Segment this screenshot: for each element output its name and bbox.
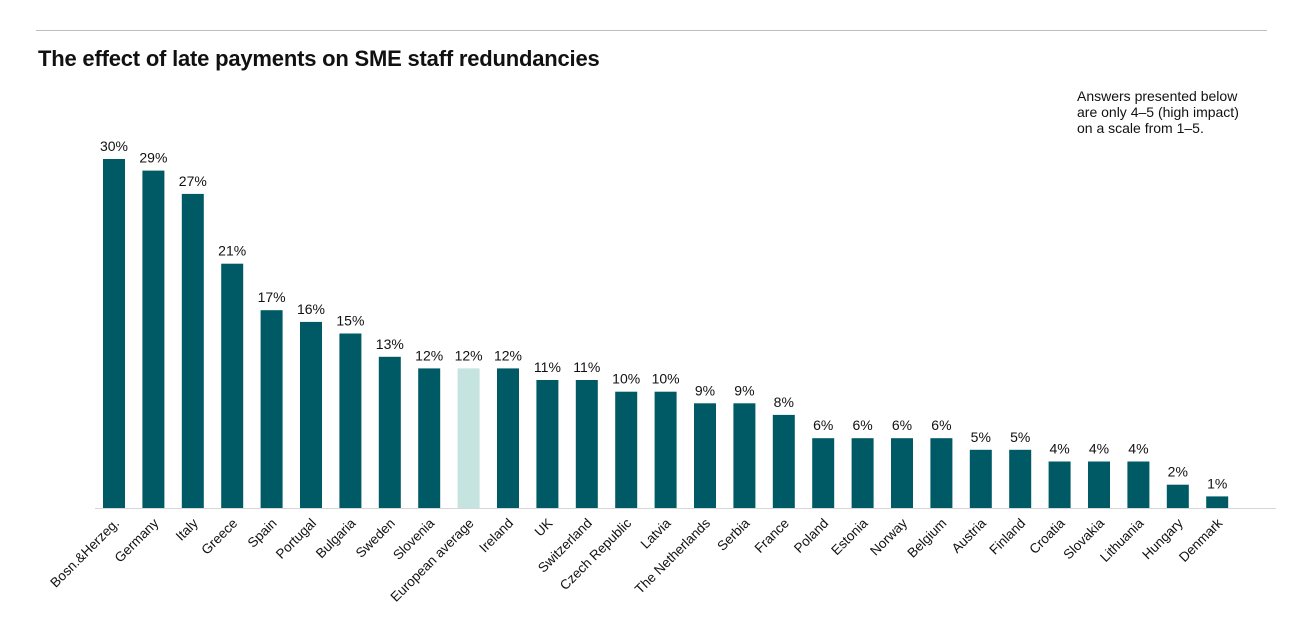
chart-note-line-1: Answers presented below (1077, 88, 1238, 104)
bar-croatia (1048, 461, 1071, 508)
bar-lithuania (1127, 461, 1150, 508)
bar-hungary (1166, 484, 1189, 508)
category-label: Bosn.&Herzeg. (47, 516, 122, 591)
data-label: 13% (376, 336, 404, 352)
category-label: Austria (949, 515, 990, 556)
category-label: Norway (867, 515, 910, 558)
bar-denmark (1206, 496, 1229, 508)
data-label: 30% (100, 138, 128, 154)
category-label: Portugal (273, 516, 319, 562)
data-label: 17% (258, 289, 286, 305)
category-label: Ireland (476, 516, 516, 556)
data-label: 9% (734, 382, 754, 398)
bar-portugal (300, 321, 322, 508)
bar-serbia (733, 403, 756, 508)
data-label: 12% (415, 347, 443, 363)
data-label: 11% (573, 359, 600, 375)
data-label: 12% (455, 347, 483, 363)
data-label: 12% (494, 347, 522, 363)
category-label: Germany (112, 515, 162, 565)
bar-bulgaria (339, 333, 362, 508)
chart-title: The effect of late payments on SME staff… (38, 46, 600, 71)
data-label: 4% (1089, 441, 1109, 457)
data-label: 6% (852, 417, 872, 433)
bar-latvia (654, 391, 677, 508)
category-label: Bulgaria (313, 515, 359, 561)
chart-note-line-2: are only 4–5 (high impact) (1077, 104, 1239, 120)
data-label: 21% (218, 243, 246, 259)
data-label: 27% (179, 173, 207, 189)
bar-slovakia (1088, 461, 1110, 508)
data-label: 4% (1128, 441, 1148, 457)
bar-estonia (851, 438, 874, 508)
data-label: 10% (652, 371, 680, 387)
data-label: 6% (892, 417, 912, 433)
category-label: Latvia (638, 515, 674, 551)
category-label: UK (532, 516, 556, 540)
bar-the-netherlands (694, 403, 716, 508)
data-label: 29% (139, 150, 167, 166)
category-label: The Netherlands (632, 515, 713, 596)
category-label: France (752, 516, 792, 556)
category-label: Estonia (828, 515, 871, 558)
category-label: Spain (245, 516, 280, 551)
bar-norway (891, 438, 913, 508)
bar-finland (1009, 449, 1032, 508)
data-label: 5% (971, 429, 991, 445)
data-label: 15% (336, 313, 364, 329)
bar-poland (812, 438, 835, 508)
category-label: Italy (173, 515, 201, 543)
bar-germany (142, 170, 165, 508)
data-label: 5% (1010, 429, 1030, 445)
category-label: Finland (986, 516, 1028, 558)
category-label: Serbia (714, 515, 753, 554)
bar-ireland (497, 368, 519, 508)
data-label: 9% (695, 382, 715, 398)
category-label: Czech Republic (557, 515, 635, 593)
data-label: 6% (931, 417, 951, 433)
category-label: Denmark (1176, 515, 1226, 565)
category-label: Greece (198, 516, 240, 558)
bar-slovenia (418, 368, 441, 508)
category-label: Lithuania (1097, 515, 1147, 565)
chart-note: Answers presented below are only 4–5 (hi… (1077, 88, 1277, 136)
bar-switzerland (575, 380, 598, 508)
data-label: 4% (1049, 441, 1069, 457)
data-label: 8% (774, 394, 794, 410)
bar-spain (260, 310, 283, 508)
data-label: 1% (1207, 475, 1227, 491)
bar-european-average (457, 368, 480, 508)
bar-austria (969, 449, 992, 508)
top-rule (36, 30, 1267, 31)
bar-sweden (378, 356, 401, 508)
bar-france (772, 414, 795, 508)
data-label: 11% (534, 359, 561, 375)
bar-bosn-herzeg- (103, 159, 125, 508)
category-label: Poland (791, 516, 831, 556)
bar-greece (221, 263, 244, 508)
bar-czech-republic (615, 391, 638, 508)
data-label: 6% (813, 417, 833, 433)
bar-italy (181, 193, 204, 508)
data-label: 2% (1168, 464, 1188, 480)
data-label: 16% (297, 301, 325, 317)
data-label: 10% (612, 371, 640, 387)
bar-uk (536, 380, 559, 508)
bar-belgium (930, 438, 953, 508)
chart-note-line-3: on a scale from 1–5. (1077, 120, 1204, 136)
category-label: Belgium (904, 516, 949, 561)
